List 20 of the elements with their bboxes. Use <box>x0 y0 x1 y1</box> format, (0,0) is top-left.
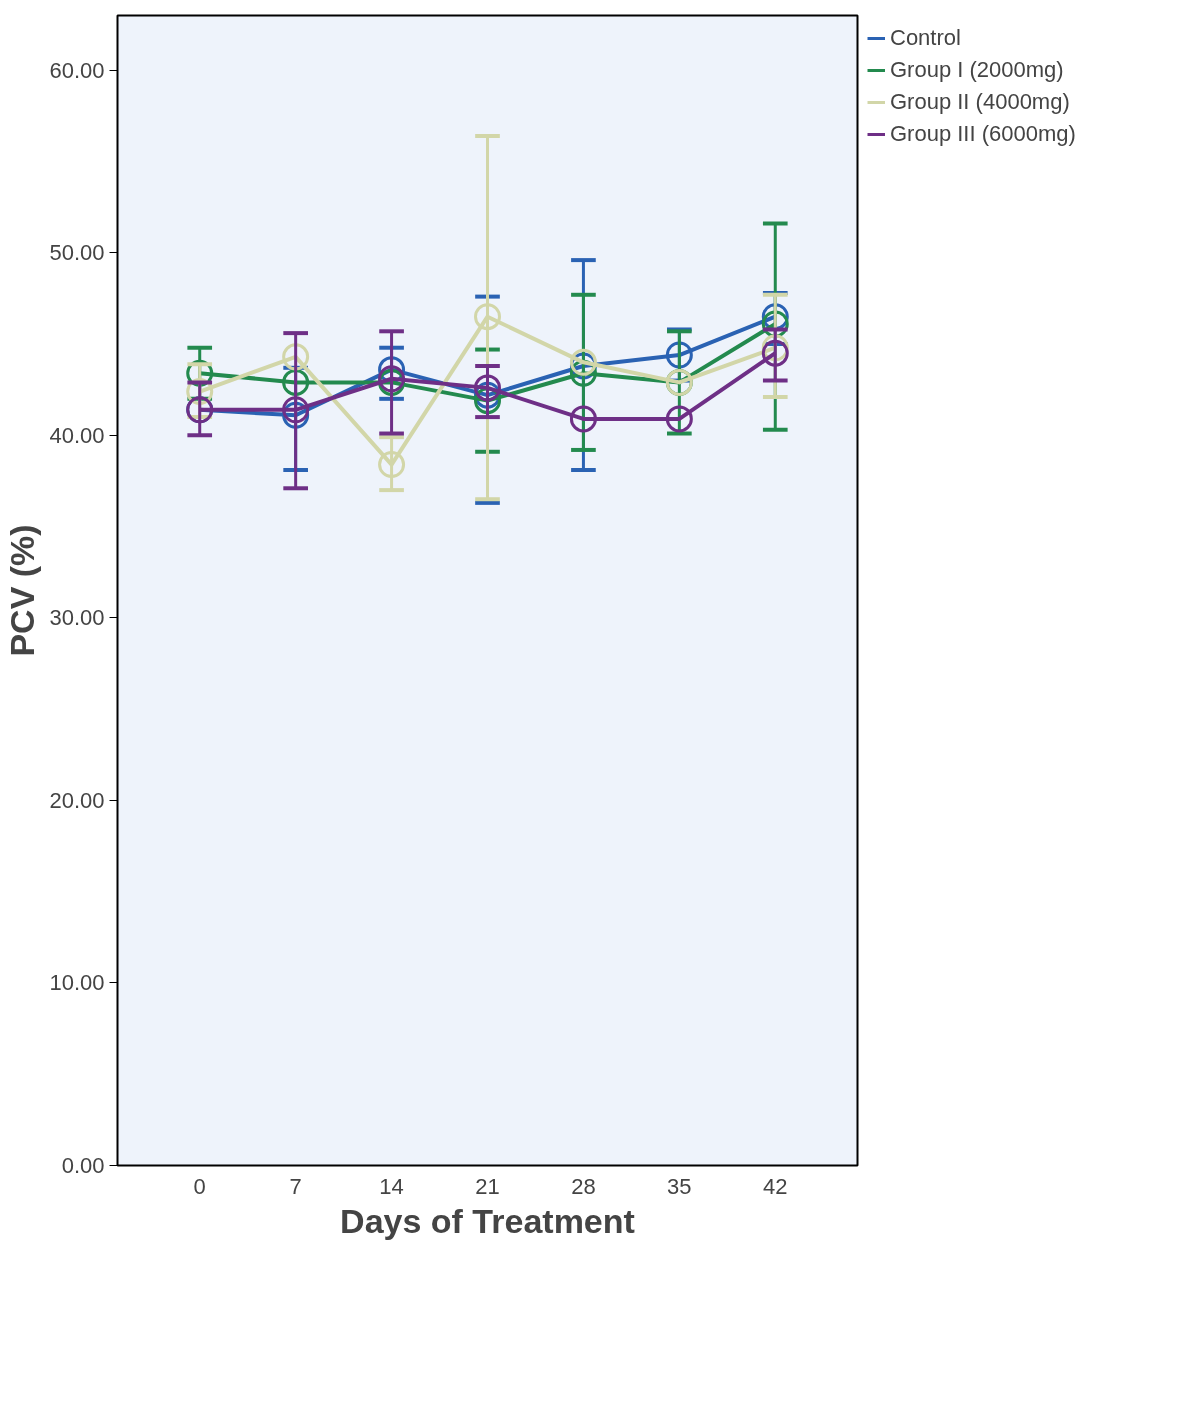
legend-label: Control <box>890 25 961 51</box>
y-tick-label: 0.00 <box>61 1153 105 1178</box>
x-tick-label: 21 <box>475 1173 500 1199</box>
legend-label: Group III (6000mg) <box>890 121 1076 147</box>
y-tick-label: 20.00 <box>49 787 105 813</box>
y-tick-label: 10.00 <box>49 970 105 996</box>
x-tick-label: 14 <box>379 1173 404 1199</box>
y-tick-label: 50.00 <box>49 240 105 266</box>
x-tick-label: 28 <box>571 1173 596 1199</box>
legend-label: Group II (4000mg) <box>890 89 1070 115</box>
legend-label: Group I (2000mg) <box>890 57 1064 83</box>
x-tick-label: 35 <box>667 1173 692 1199</box>
y-axis-title: PCV (%) <box>3 524 42 657</box>
x-axis-title: Days of Treatment <box>340 1201 635 1240</box>
x-tick-label: 7 <box>289 1173 302 1199</box>
y-tick-label: 40.00 <box>49 422 105 448</box>
x-tick-label: 42 <box>763 1173 788 1199</box>
x-tick-label: 0 <box>193 1173 206 1199</box>
y-tick-label: 60.00 <box>49 57 105 83</box>
y-tick-label: 30.00 <box>49 605 105 631</box>
